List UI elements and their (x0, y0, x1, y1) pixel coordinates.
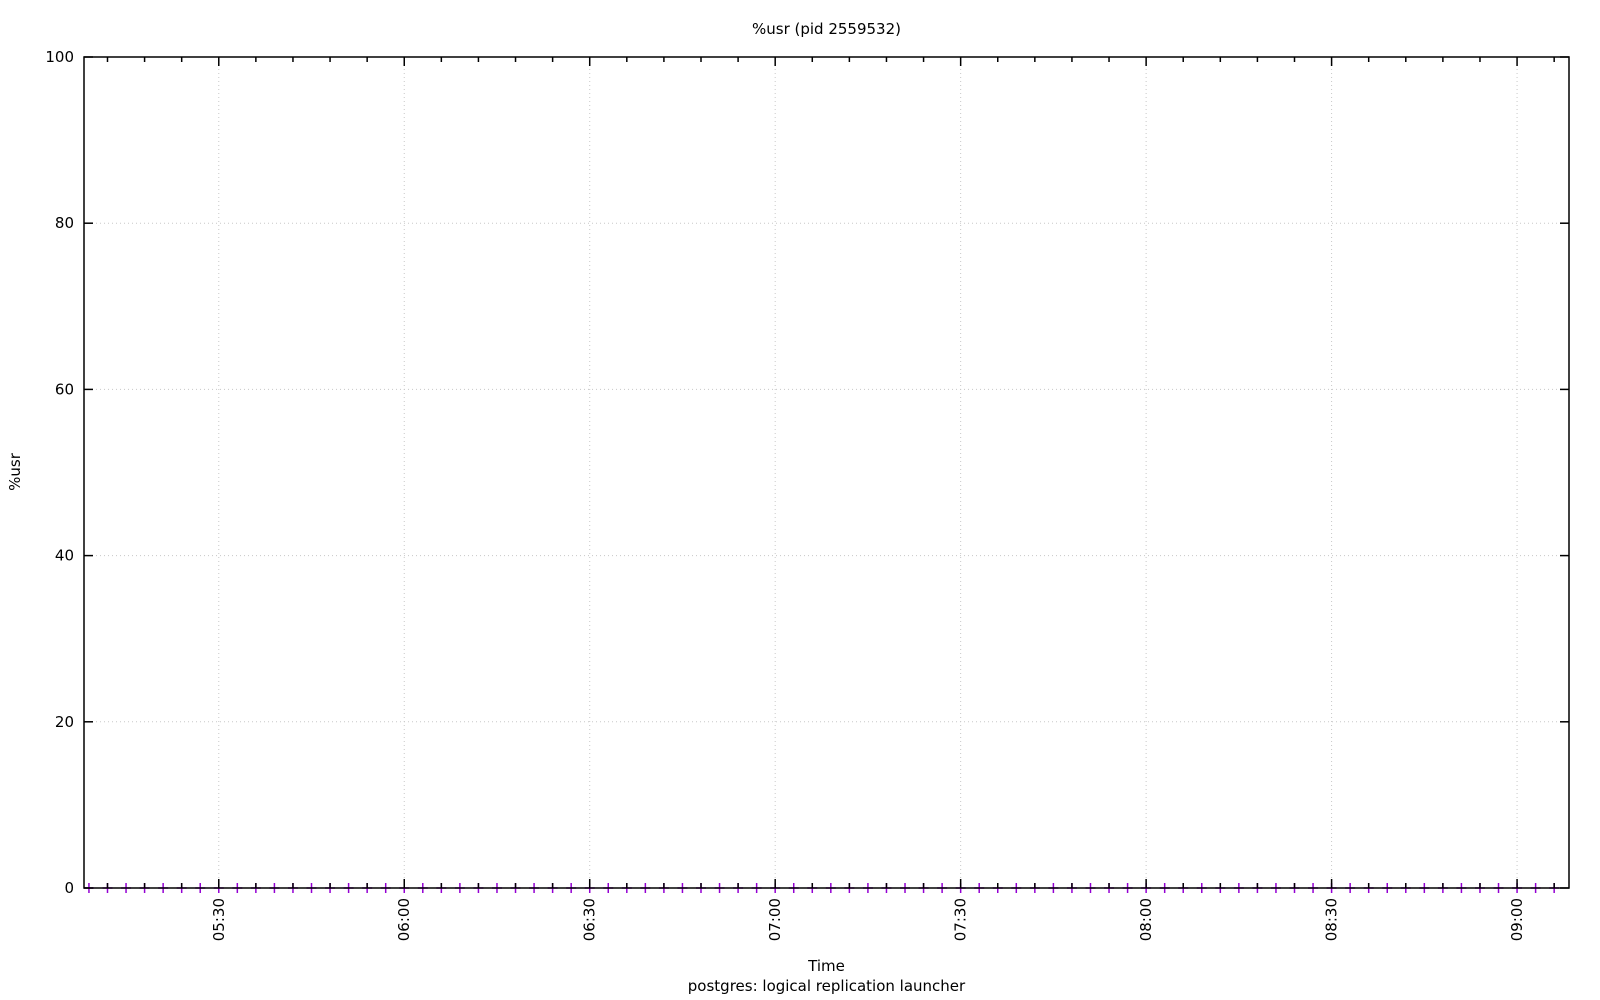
x-tick-label: 07:30 (952, 898, 970, 941)
y-tick-label: 60 (55, 380, 74, 398)
x-tick-label: 07:00 (766, 898, 784, 941)
series-key-label: postgres: logical replication launcher (687, 977, 966, 995)
y-tick-label: 0 (64, 879, 74, 897)
x-tick-label: 09:00 (1508, 898, 1526, 941)
y-tick-label: 100 (45, 48, 74, 66)
x-tick-label: 06:00 (395, 898, 413, 941)
chart-title: %usr (pid 2559532) (752, 20, 901, 38)
x-tick-label: 08:30 (1323, 898, 1341, 941)
x-tick-label: 05:30 (210, 898, 228, 941)
x-tick-label: 08:00 (1137, 898, 1155, 941)
plot-border (83, 56, 1570, 889)
y-tick-label: 20 (55, 713, 74, 731)
y-tick-label: 80 (55, 214, 74, 232)
x-axis-label: Time (808, 957, 845, 975)
y-tick-label: 40 (55, 547, 74, 565)
x-tick-label: 06:30 (581, 898, 599, 941)
